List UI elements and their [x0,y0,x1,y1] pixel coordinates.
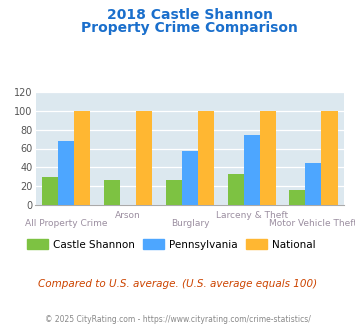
Bar [289,190,305,205]
Bar [136,111,152,205]
Text: All Property Crime: All Property Crime [25,219,108,228]
Bar [75,111,91,205]
Bar [322,111,338,205]
Bar [198,111,214,205]
Legend: Castle Shannon, Pennsylvania, National: Castle Shannon, Pennsylvania, National [23,235,320,254]
Bar [166,180,182,205]
Text: Compared to U.S. average. (U.S. average equals 100): Compared to U.S. average. (U.S. average … [38,279,317,289]
Text: Burglary: Burglary [171,219,209,228]
Bar [182,151,198,205]
Text: © 2025 CityRating.com - https://www.cityrating.com/crime-statistics/: © 2025 CityRating.com - https://www.city… [45,315,310,324]
Text: 2018 Castle Shannon: 2018 Castle Shannon [107,8,273,22]
Bar [244,135,260,205]
Bar [104,180,120,205]
Bar [58,141,75,205]
Bar [228,174,244,205]
Text: Arson: Arson [115,211,141,220]
Text: Larceny & Theft: Larceny & Theft [215,211,288,220]
Bar [42,177,58,205]
Text: Motor Vehicle Theft: Motor Vehicle Theft [269,219,355,228]
Bar [305,163,322,205]
Text: Property Crime Comparison: Property Crime Comparison [82,21,298,35]
Bar [260,111,276,205]
